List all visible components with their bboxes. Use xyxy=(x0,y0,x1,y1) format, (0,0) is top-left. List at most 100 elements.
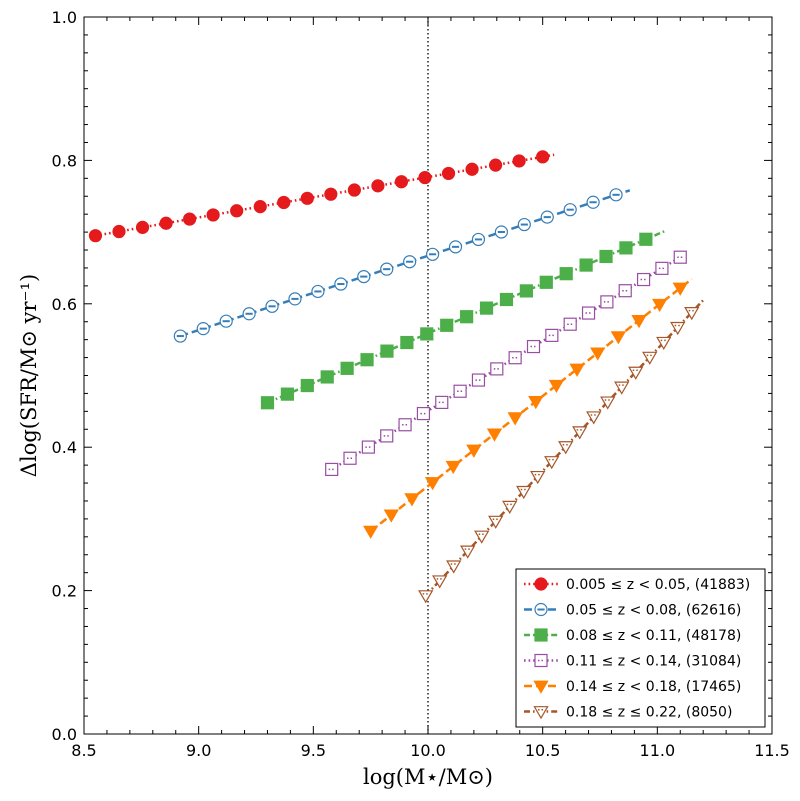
y-tick-labels: 0.0 0.2 0.4 0.6 0.8 1.0 xyxy=(52,8,77,744)
series-6-point xyxy=(670,321,686,336)
series-3-point xyxy=(460,310,474,324)
series-5-point xyxy=(651,298,668,313)
series-5-point xyxy=(466,444,482,458)
plot-frame xyxy=(83,16,773,735)
y-tick-label: 0.8 xyxy=(52,151,77,170)
x-tick-label: 11.5 xyxy=(754,741,790,760)
series-4-point xyxy=(325,462,339,477)
legend-entry: 0.005 ≤ z < 0.05, (41883) xyxy=(524,577,750,593)
series-2 xyxy=(173,188,631,343)
legend-entry: 0.14 ≤ z < 0.18, (17465) xyxy=(524,679,741,695)
series-3-point xyxy=(280,387,294,401)
series-1 xyxy=(88,150,555,243)
series-3-point xyxy=(559,267,573,281)
series-3-point xyxy=(499,292,514,307)
series-6-point xyxy=(614,381,630,395)
series-3-point xyxy=(400,335,414,350)
series-6-point xyxy=(544,456,560,470)
series-3-point xyxy=(260,396,275,410)
series-5-point xyxy=(507,412,523,426)
series-1-point xyxy=(206,208,220,222)
y-tick-label: 0.2 xyxy=(52,582,77,601)
x-tick-label: 9.5 xyxy=(301,741,326,760)
series-6-point xyxy=(460,545,476,559)
y-axis-label: Δlog(SFR/M⊙ yr⁻¹) xyxy=(17,274,41,477)
legend-entry: 0.18 ≤ z ≤ 0.22, (8050) xyxy=(524,705,732,721)
series-1-point xyxy=(324,187,338,201)
series-5-point xyxy=(445,460,461,475)
x-tick-label: 9.0 xyxy=(186,741,211,760)
series-6-point xyxy=(418,590,434,604)
legend-label: 0.08 ≤ z < 0.11, (48178) xyxy=(566,628,741,644)
series-6-point xyxy=(502,500,518,514)
series-6-point xyxy=(446,560,462,574)
series-3-point xyxy=(519,284,533,298)
series-3-point xyxy=(579,258,593,272)
series-4-point xyxy=(526,339,541,354)
series-5-point xyxy=(569,363,585,377)
series-5-point xyxy=(424,477,441,491)
legend-label: 0.11 ≤ z < 0.14, (31084) xyxy=(566,654,741,670)
series-4-point xyxy=(545,328,559,342)
series-4-point xyxy=(490,362,504,376)
legend-label: 0.005 ≤ z < 0.05, (41883) xyxy=(566,577,750,593)
series-3-point xyxy=(479,301,494,315)
series-5-point xyxy=(548,379,565,394)
series-1-point xyxy=(277,195,291,210)
legend: 0.005 ≤ z < 0.05, (41883) 0.05 ≤ z < 0.08… xyxy=(515,568,766,728)
y-tick-label: 0.6 xyxy=(52,295,77,314)
series-6-point xyxy=(474,530,490,544)
series-4-point xyxy=(581,306,596,320)
series-5-point xyxy=(363,525,379,539)
series-5-point xyxy=(528,396,544,410)
series-1-point xyxy=(441,166,456,181)
series-6-point xyxy=(432,575,448,589)
legend-entry: 0.11 ≤ z < 0.14, (31084) xyxy=(524,654,741,670)
y-tick-label: 1.0 xyxy=(52,8,77,27)
series-1-point xyxy=(536,150,550,164)
series-5-point xyxy=(672,282,688,296)
y-tick-label: 0.0 xyxy=(52,725,77,744)
series-5 xyxy=(363,278,693,539)
y-tick-label: 0.4 xyxy=(52,438,77,457)
series-4-point xyxy=(655,261,669,275)
series-4-point xyxy=(471,373,486,387)
series-1-point xyxy=(112,224,126,239)
series-6-point xyxy=(516,485,532,500)
series-1-point xyxy=(253,200,267,214)
series-5-point xyxy=(610,331,626,345)
series-3-point xyxy=(599,249,613,264)
x-tick-label: 10.0 xyxy=(410,741,446,760)
series-1-point xyxy=(488,158,503,172)
series-4-point xyxy=(398,418,412,432)
series-5-point xyxy=(590,347,606,361)
x-axis-label: log(M⋆/M⊙) xyxy=(363,765,493,789)
series-3-point xyxy=(360,353,374,367)
series-3-point xyxy=(440,318,454,332)
series-4-point xyxy=(618,284,632,298)
series-1-point xyxy=(135,220,150,234)
series-4-point xyxy=(343,451,357,465)
series-1-point xyxy=(347,183,361,197)
series-4-point xyxy=(508,351,522,365)
series-1-point xyxy=(300,191,314,205)
series-5-point xyxy=(486,428,503,442)
series-1-point xyxy=(88,229,103,243)
series-3-point xyxy=(320,370,334,384)
legend-marker xyxy=(533,680,549,694)
series-4-point xyxy=(416,406,431,421)
series-6-point xyxy=(628,366,644,380)
legend-label: 0.18 ≤ z ≤ 0.22, (8050) xyxy=(566,705,732,721)
series-1-point xyxy=(512,154,526,168)
series-1-point xyxy=(159,216,173,230)
series-5-point xyxy=(383,509,399,523)
series-3-point xyxy=(619,241,633,255)
legend-marker xyxy=(534,653,548,668)
series-4-point xyxy=(636,272,651,287)
series-3-point xyxy=(340,361,354,375)
series-1-point xyxy=(371,179,385,193)
series-5-point xyxy=(631,315,647,329)
series-1-point xyxy=(418,170,432,185)
series-4 xyxy=(325,250,687,477)
